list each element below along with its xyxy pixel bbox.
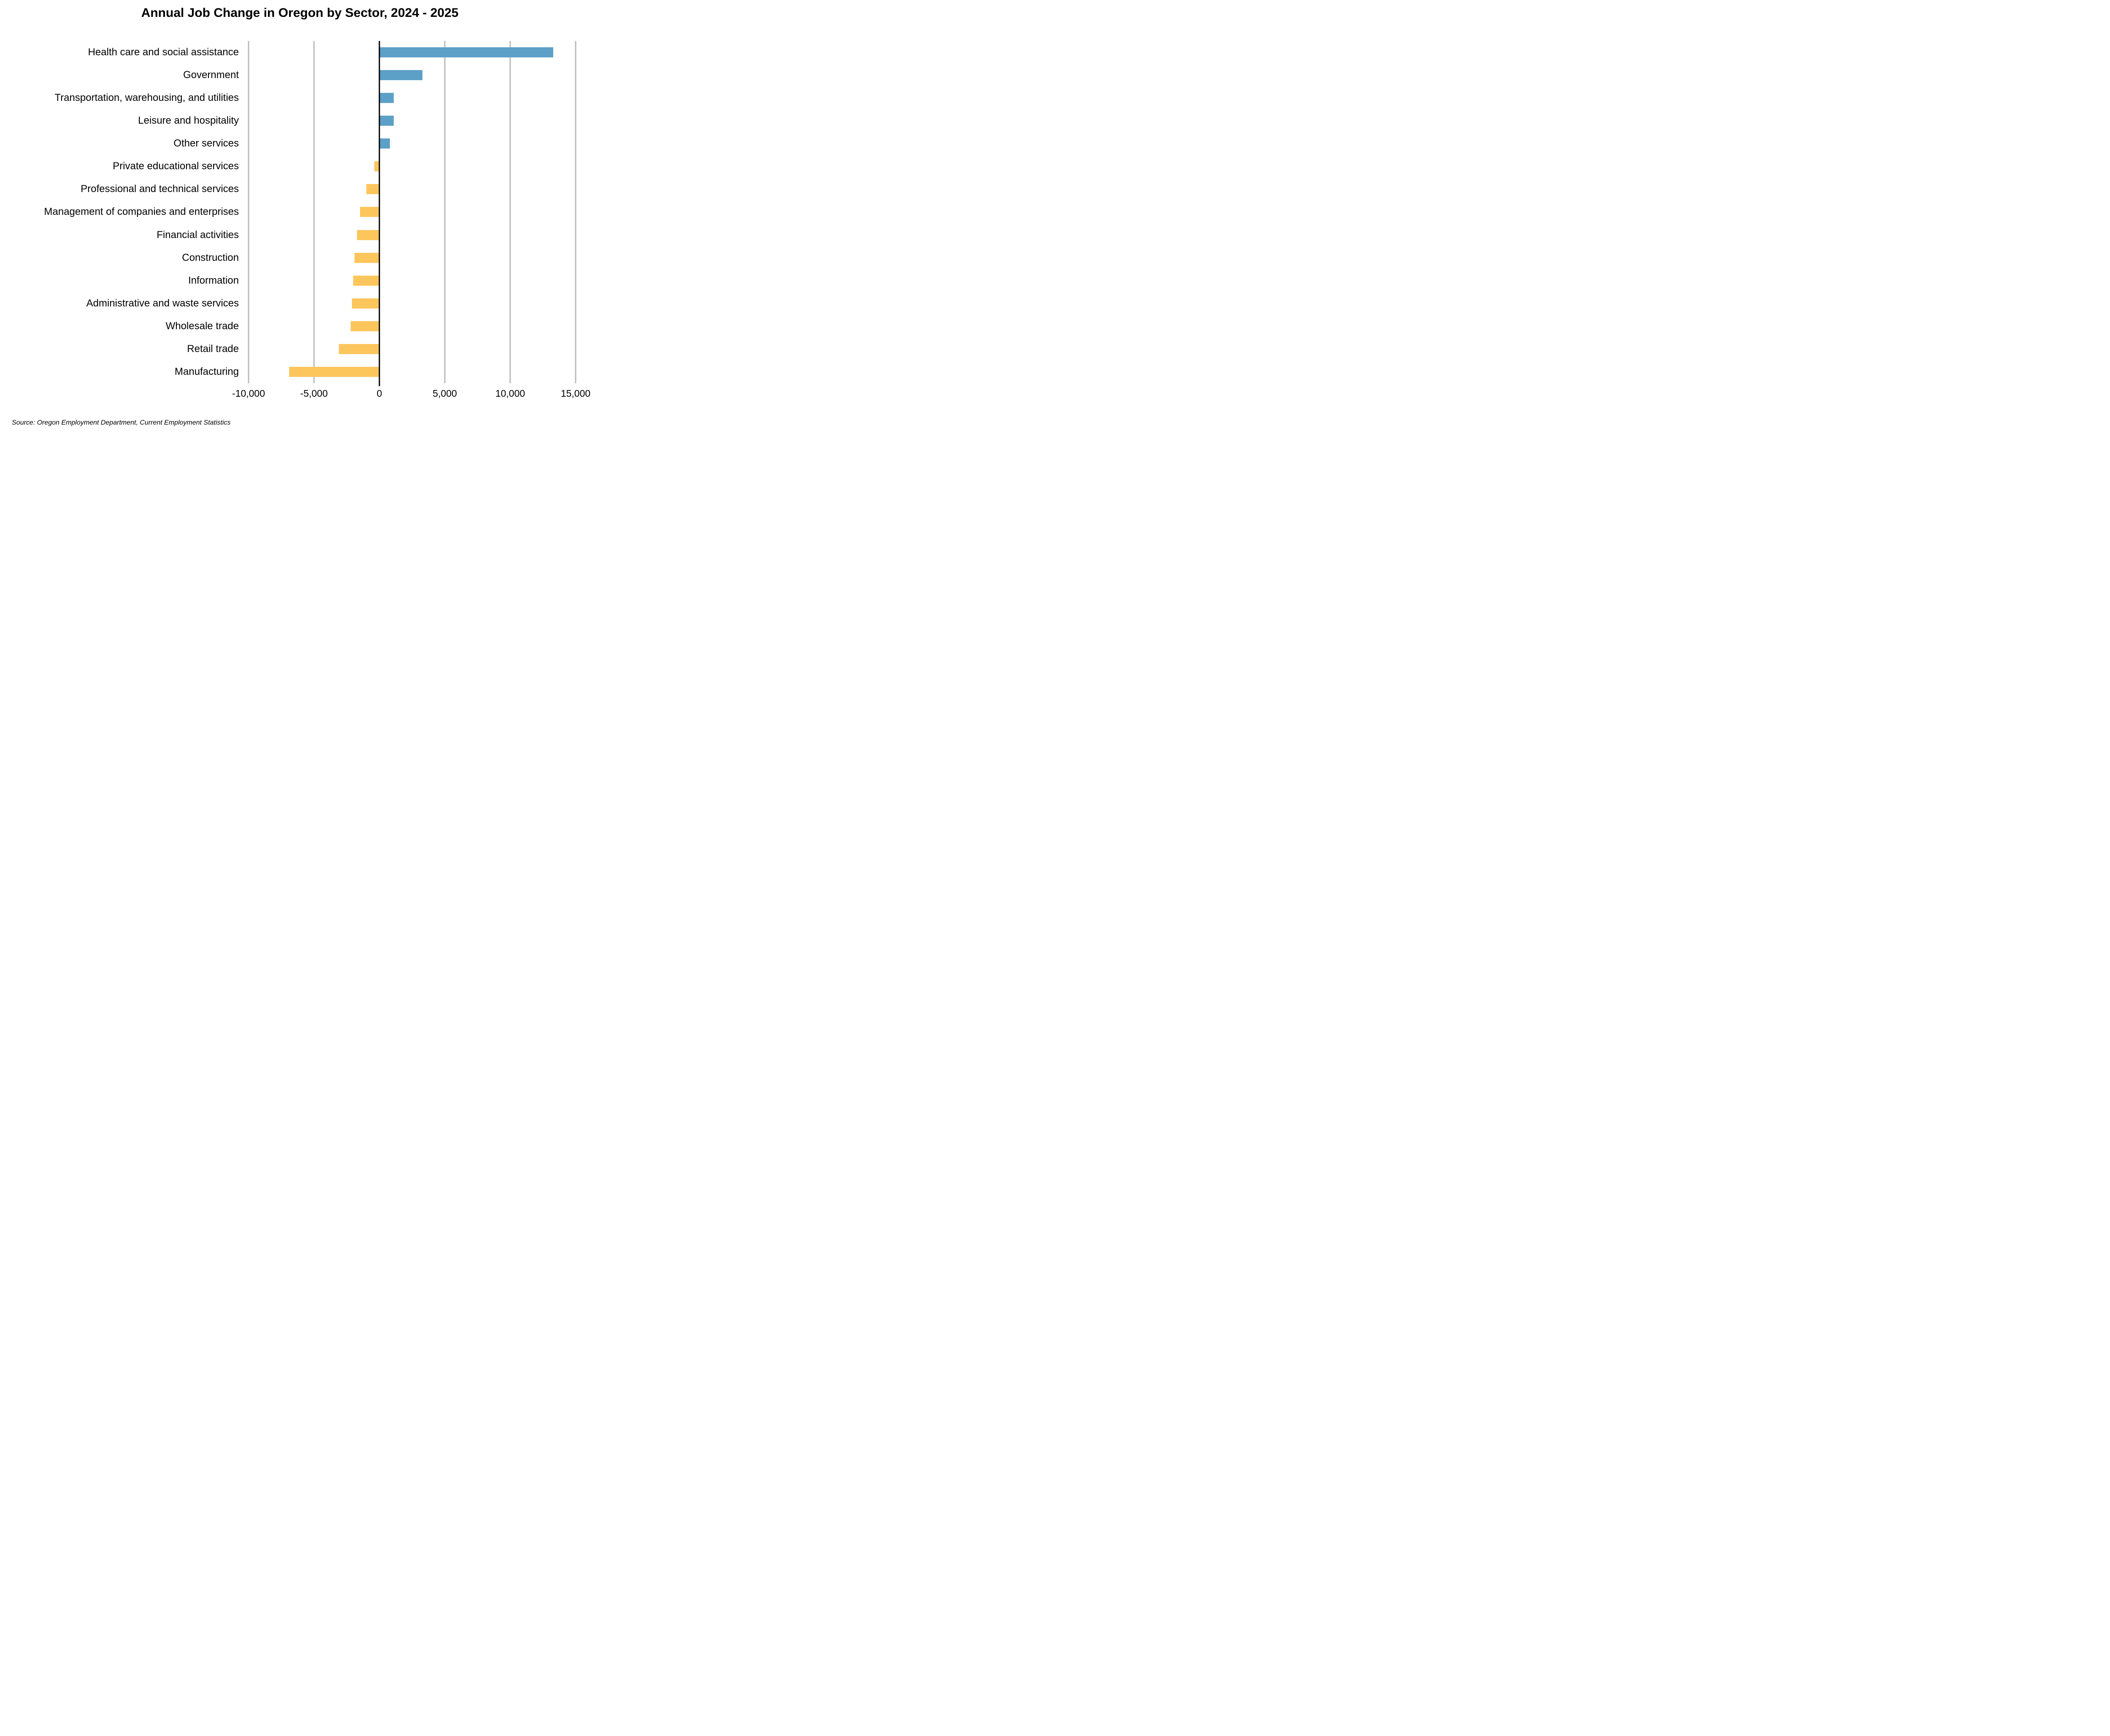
bar-transportation-warehousing-and-utilities: [379, 93, 394, 103]
zero-axis-line: [379, 41, 380, 386]
category-label: Construction: [182, 252, 239, 263]
category-label: Administrative and waste services: [86, 297, 239, 309]
bar-health-care-and-social-assistance: [379, 47, 554, 58]
category-label: Other services: [173, 138, 239, 149]
bar-administrative-and-waste-services: [352, 298, 379, 309]
gridline: [248, 41, 249, 383]
bar-row: [249, 338, 576, 360]
category-label: Management of companies and enterprises: [44, 206, 239, 218]
x-tick-label: 0: [376, 388, 382, 399]
category-label: Private educational services: [113, 160, 239, 172]
chart-title: Annual Job Change in Oregon by Sector, 2…: [141, 6, 459, 20]
bar-government: [379, 70, 423, 81]
gridline: [575, 41, 576, 383]
bar-leisure-and-hospitality: [379, 116, 394, 126]
bar-row: [249, 64, 576, 87]
category-label: Health care and social assistance: [88, 46, 239, 58]
bar-other-services: [379, 138, 390, 149]
bar-series: [249, 41, 576, 383]
bar-professional-and-technical-services: [366, 184, 379, 195]
gridline: [313, 41, 315, 383]
bar-information: [353, 275, 379, 286]
bar-private-educational-services: [374, 161, 379, 172]
bar-row: [249, 269, 576, 292]
category-label: Leisure and hospitality: [138, 115, 239, 127]
category-axis: Health care and social assistance Governm…: [0, 41, 239, 383]
category-label: Manufacturing: [174, 366, 239, 377]
bar-row: [249, 132, 576, 155]
category-label: Government: [183, 69, 239, 81]
x-tick-label: -10,000: [232, 388, 265, 399]
source-note: Source: Oregon Employment Department, Cu…: [12, 419, 231, 426]
x-tick-label: 5,000: [433, 388, 457, 399]
bar-manufacturing: [289, 366, 379, 377]
bar-wholesale-trade: [350, 321, 379, 331]
bar-row: [249, 360, 576, 383]
bar-row: [249, 246, 576, 269]
gridline: [444, 41, 446, 383]
bar-row: [249, 41, 576, 64]
bar-row: [249, 87, 576, 109]
bar-row: [249, 315, 576, 338]
category-label: Transportation, warehousing, and utiliti…: [54, 92, 239, 104]
plot-area: [248, 41, 576, 386]
x-axis: -10,000 -5,000 0 5,000 10,000 15,000: [232, 388, 590, 402]
category-label: Retail trade: [187, 343, 239, 355]
bar-retail-trade: [338, 344, 379, 354]
bar-financial-activities: [357, 230, 379, 240]
bar-row: [249, 200, 576, 223]
bar-row: [249, 109, 576, 132]
chart-page: Annual Job Change in Oregon by Sector, 2…: [0, 0, 600, 434]
x-tick-label: 15,000: [560, 388, 591, 399]
bar-row: [249, 224, 576, 246]
bar-management-of-companies-and-enterprises: [360, 207, 379, 217]
bar-row: [249, 178, 576, 200]
bar-row: [249, 292, 576, 315]
category-label: Information: [188, 274, 239, 286]
category-label: Wholesale trade: [165, 320, 239, 332]
x-tick-label: -5,000: [300, 388, 328, 399]
x-tick-label: 10,000: [495, 388, 525, 399]
gridline: [509, 41, 511, 383]
bar-construction: [354, 252, 379, 263]
category-label: Financial activities: [157, 229, 239, 241]
bar-row: [249, 155, 576, 178]
category-label: Professional and technical services: [81, 183, 239, 195]
